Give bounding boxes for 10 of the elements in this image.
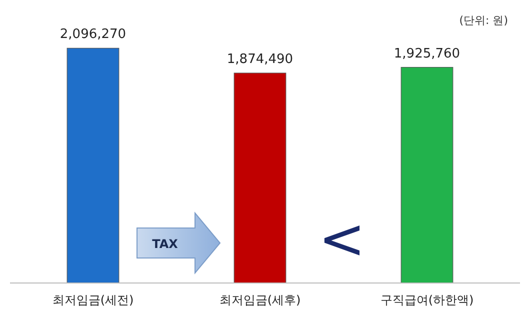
x-tick-label: 최저임금(세후) <box>219 293 301 307</box>
annotation: TAX <box>152 237 179 251</box>
x-tick-label: 구직급여(하한액) <box>380 293 474 307</box>
data-label: 2,096,270 <box>60 27 126 42</box>
data-label: 1,925,760 <box>394 46 460 62</box>
data-label: 1,874,490 <box>226 52 294 68</box>
x-tick-label: 최저임금(세전) <box>52 293 134 307</box>
arrow-icon: TAX <box>136 212 221 274</box>
text: (단위: 원) <box>459 14 508 27</box>
annotation: < <box>318 207 366 272</box>
